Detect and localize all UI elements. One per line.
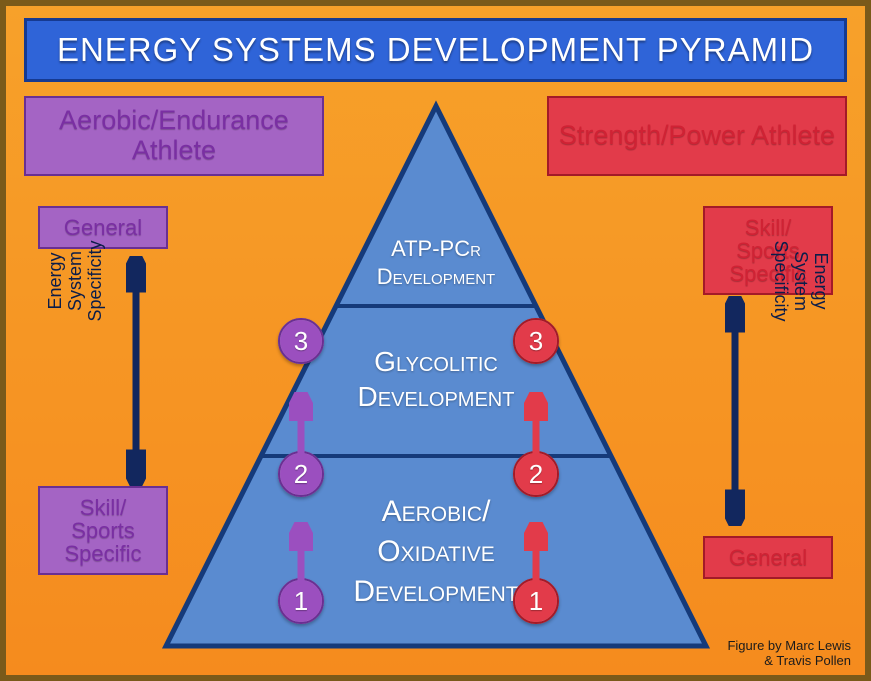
- arrow-left-2-3: [289, 392, 313, 470]
- axis-label-left: EnergySystemSpecificity: [46, 201, 104, 361]
- credit-l1: Figure by Marc Lewis: [727, 638, 851, 653]
- step-left-3: 3: [278, 318, 324, 364]
- box-left-bottom: Skill/ Sports Specific: [38, 486, 168, 575]
- arrow-right-2-3: [524, 392, 548, 470]
- title-text: ENERGY SYSTEMS DEVELOPMENT PYRAMID: [57, 31, 814, 68]
- step-left-3-num: 3: [294, 326, 308, 357]
- svg-text:Glycolitic: Glycolitic: [374, 346, 498, 377]
- tier-bot-l3: Development: [353, 575, 518, 608]
- box-right-bottom-label: General: [729, 545, 807, 570]
- tier-bot-l1: Aerobic/: [381, 495, 491, 528]
- title-bar: ENERGY SYSTEMS DEVELOPMENT PYRAMID: [24, 18, 847, 82]
- arrow-left-1-2: [289, 522, 313, 597]
- double-arrow-right: [725, 296, 745, 526]
- svg-text:Development: Development: [357, 381, 514, 412]
- pyramid: ATP-PCr Development Glycolitic Developme…: [166, 106, 706, 646]
- step-right-3: 3: [513, 318, 559, 364]
- tier-bot-l2: Oxidative: [377, 535, 494, 568]
- svg-text:Oxidative: Oxidative: [377, 535, 494, 568]
- box-right-bottom: General: [703, 536, 833, 579]
- tier-mid-l1: Glycolitic: [374, 346, 498, 377]
- diagram-frame: ENERGY SYSTEMS DEVELOPMENT PYRAMID Aerob…: [0, 0, 871, 681]
- svg-text:Development: Development: [353, 575, 518, 608]
- svg-text:ATP-PCr: ATP-PCr: [391, 236, 481, 261]
- tier-top-l1: ATP-PCr: [391, 236, 481, 261]
- credit-l2: & Travis Pollen: [764, 653, 851, 668]
- svg-text:Development: Development: [376, 264, 494, 289]
- axis-label-right: EnergySystemSpecificity: [772, 201, 830, 361]
- arrow-right-1-2: [524, 522, 548, 597]
- figure-credit: Figure by Marc Lewis & Travis Pollen: [727, 639, 851, 669]
- tier-top-l2: Development: [376, 264, 494, 289]
- double-arrow-left: [126, 256, 146, 486]
- step-right-3-num: 3: [529, 326, 543, 357]
- svg-text:Aerobic/: Aerobic/: [381, 495, 491, 528]
- box-left-bottom-label: Skill/ Sports Specific: [64, 495, 141, 566]
- tier-mid-l2: Development: [357, 381, 514, 412]
